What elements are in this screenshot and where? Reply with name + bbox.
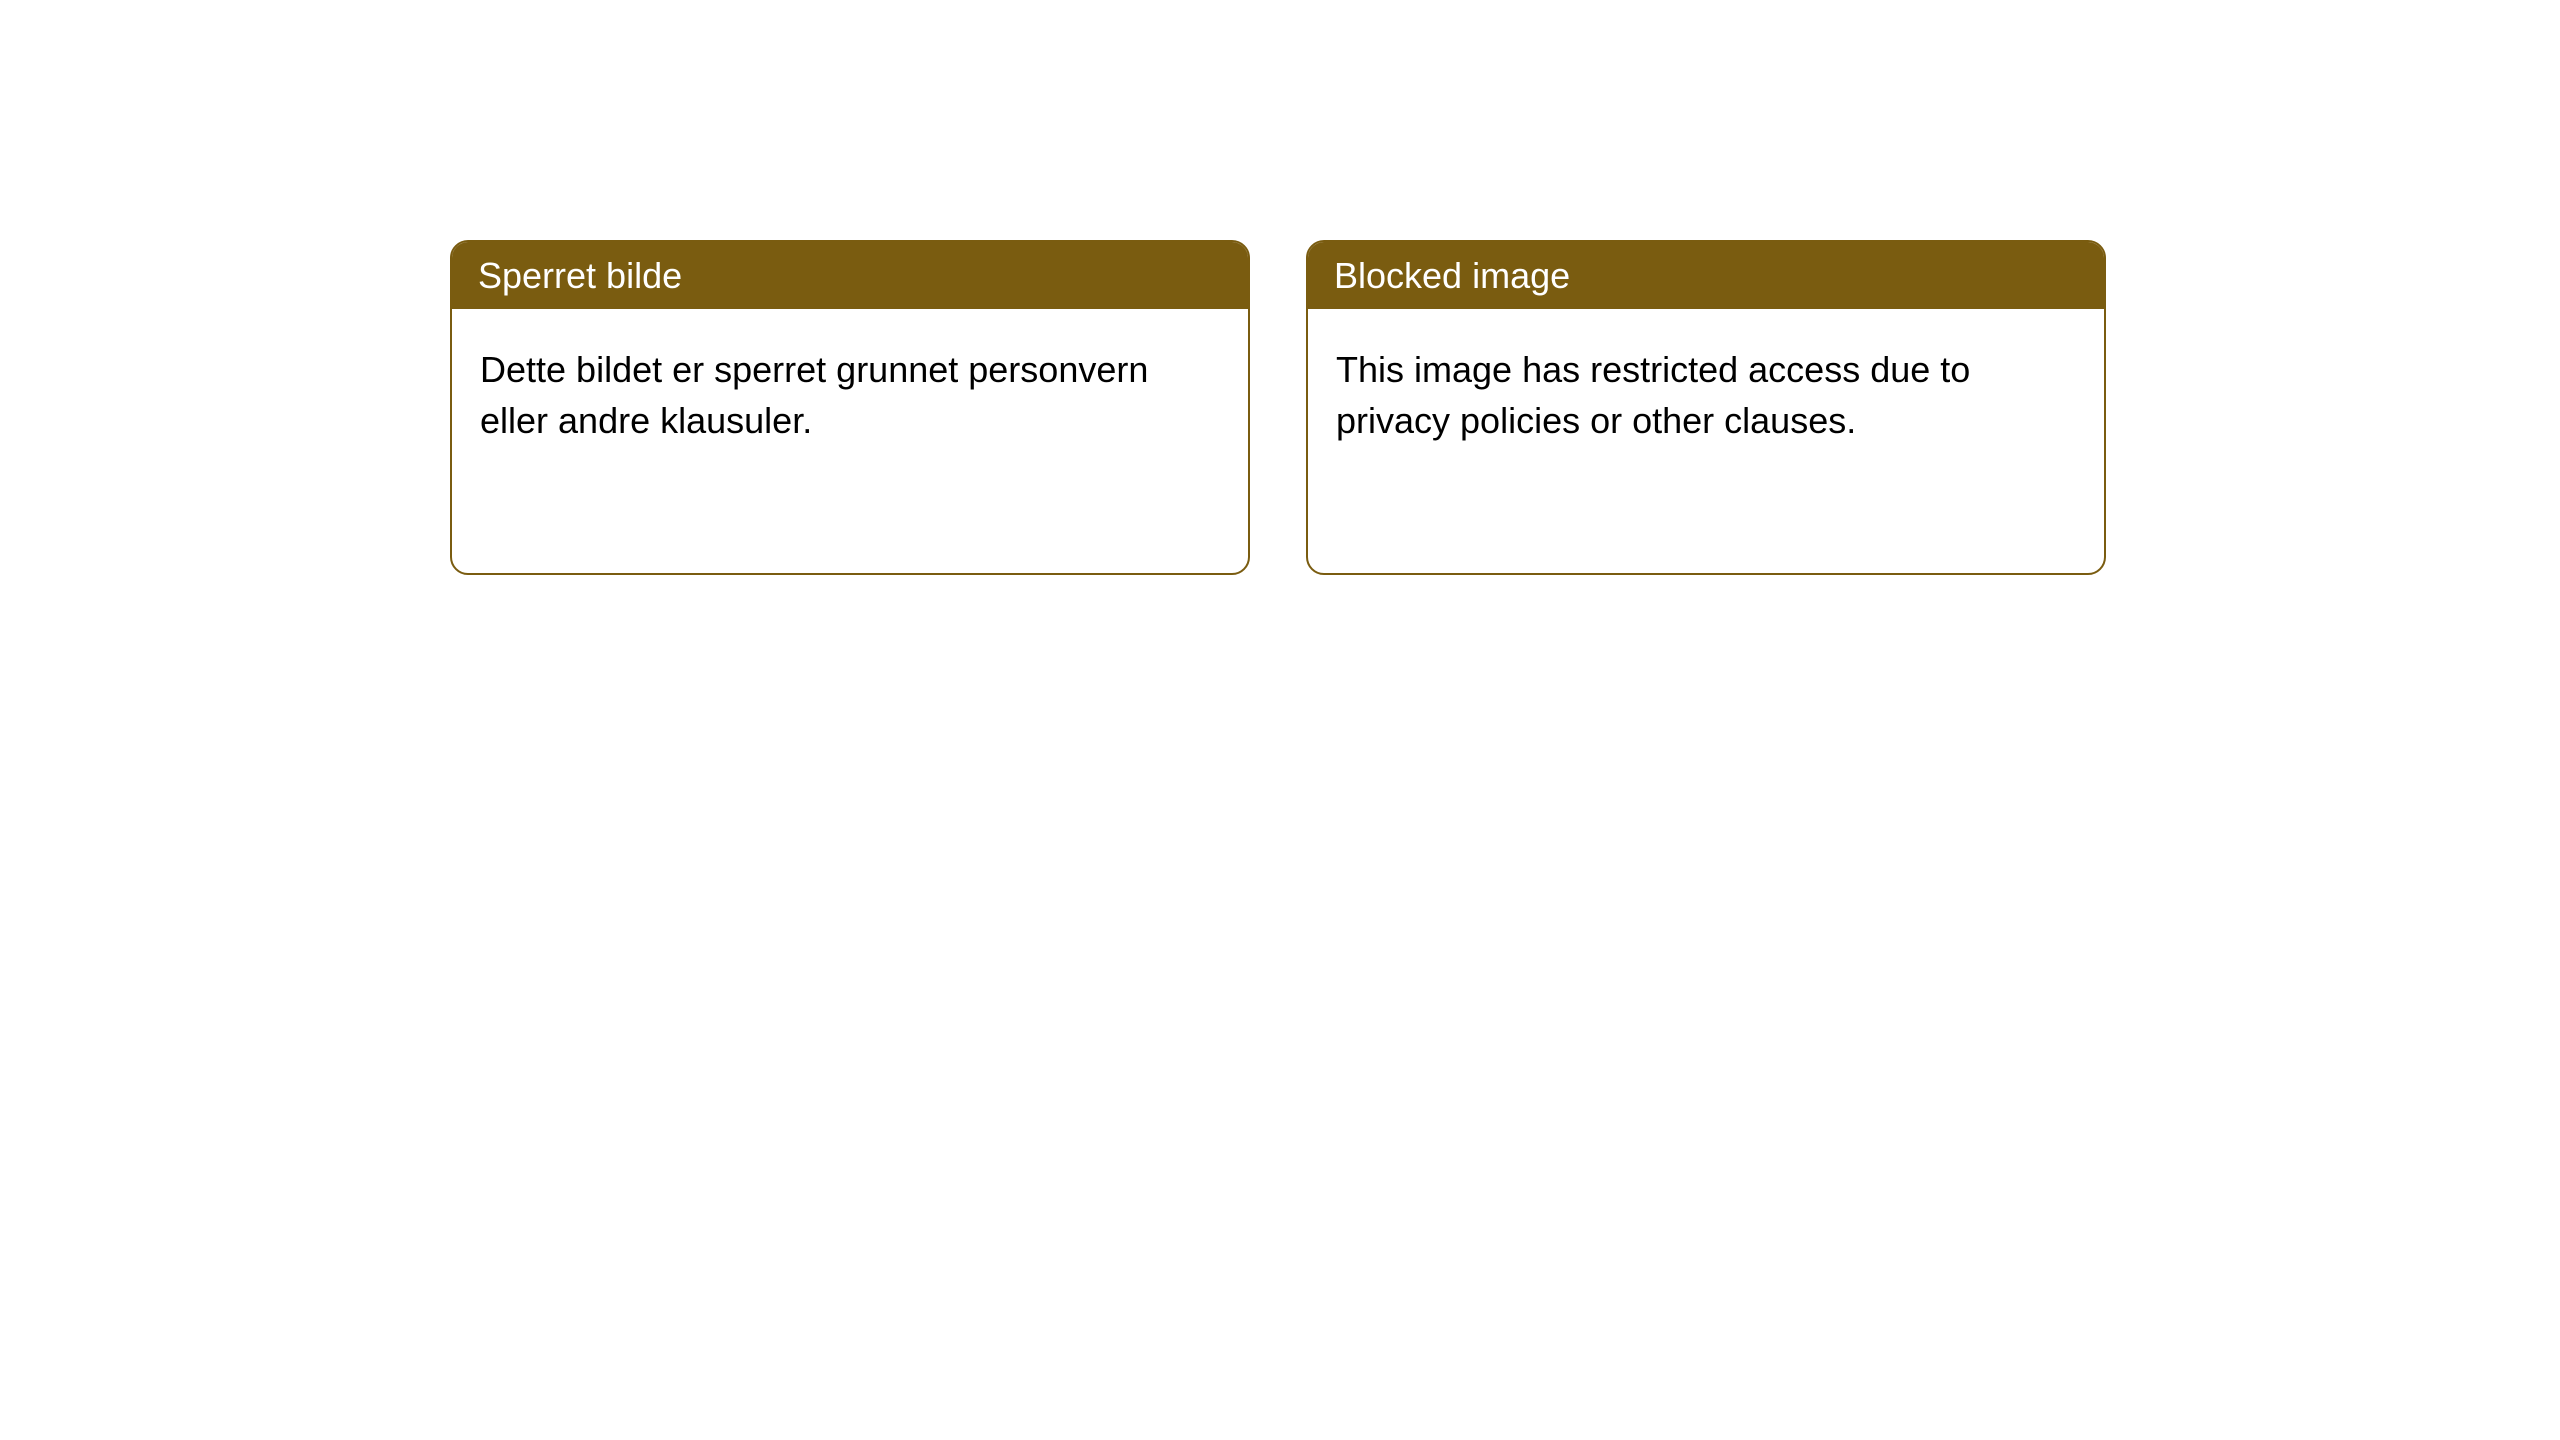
notice-header-english: Blocked image <box>1308 242 2104 309</box>
notice-header-norwegian: Sperret bilde <box>452 242 1248 309</box>
notice-container: Sperret bilde Dette bildet er sperret gr… <box>0 0 2560 575</box>
notice-body-norwegian: Dette bildet er sperret grunnet personve… <box>452 309 1248 482</box>
notice-card-norwegian: Sperret bilde Dette bildet er sperret gr… <box>450 240 1250 575</box>
notice-card-english: Blocked image This image has restricted … <box>1306 240 2106 575</box>
notice-body-english: This image has restricted access due to … <box>1308 309 2104 482</box>
